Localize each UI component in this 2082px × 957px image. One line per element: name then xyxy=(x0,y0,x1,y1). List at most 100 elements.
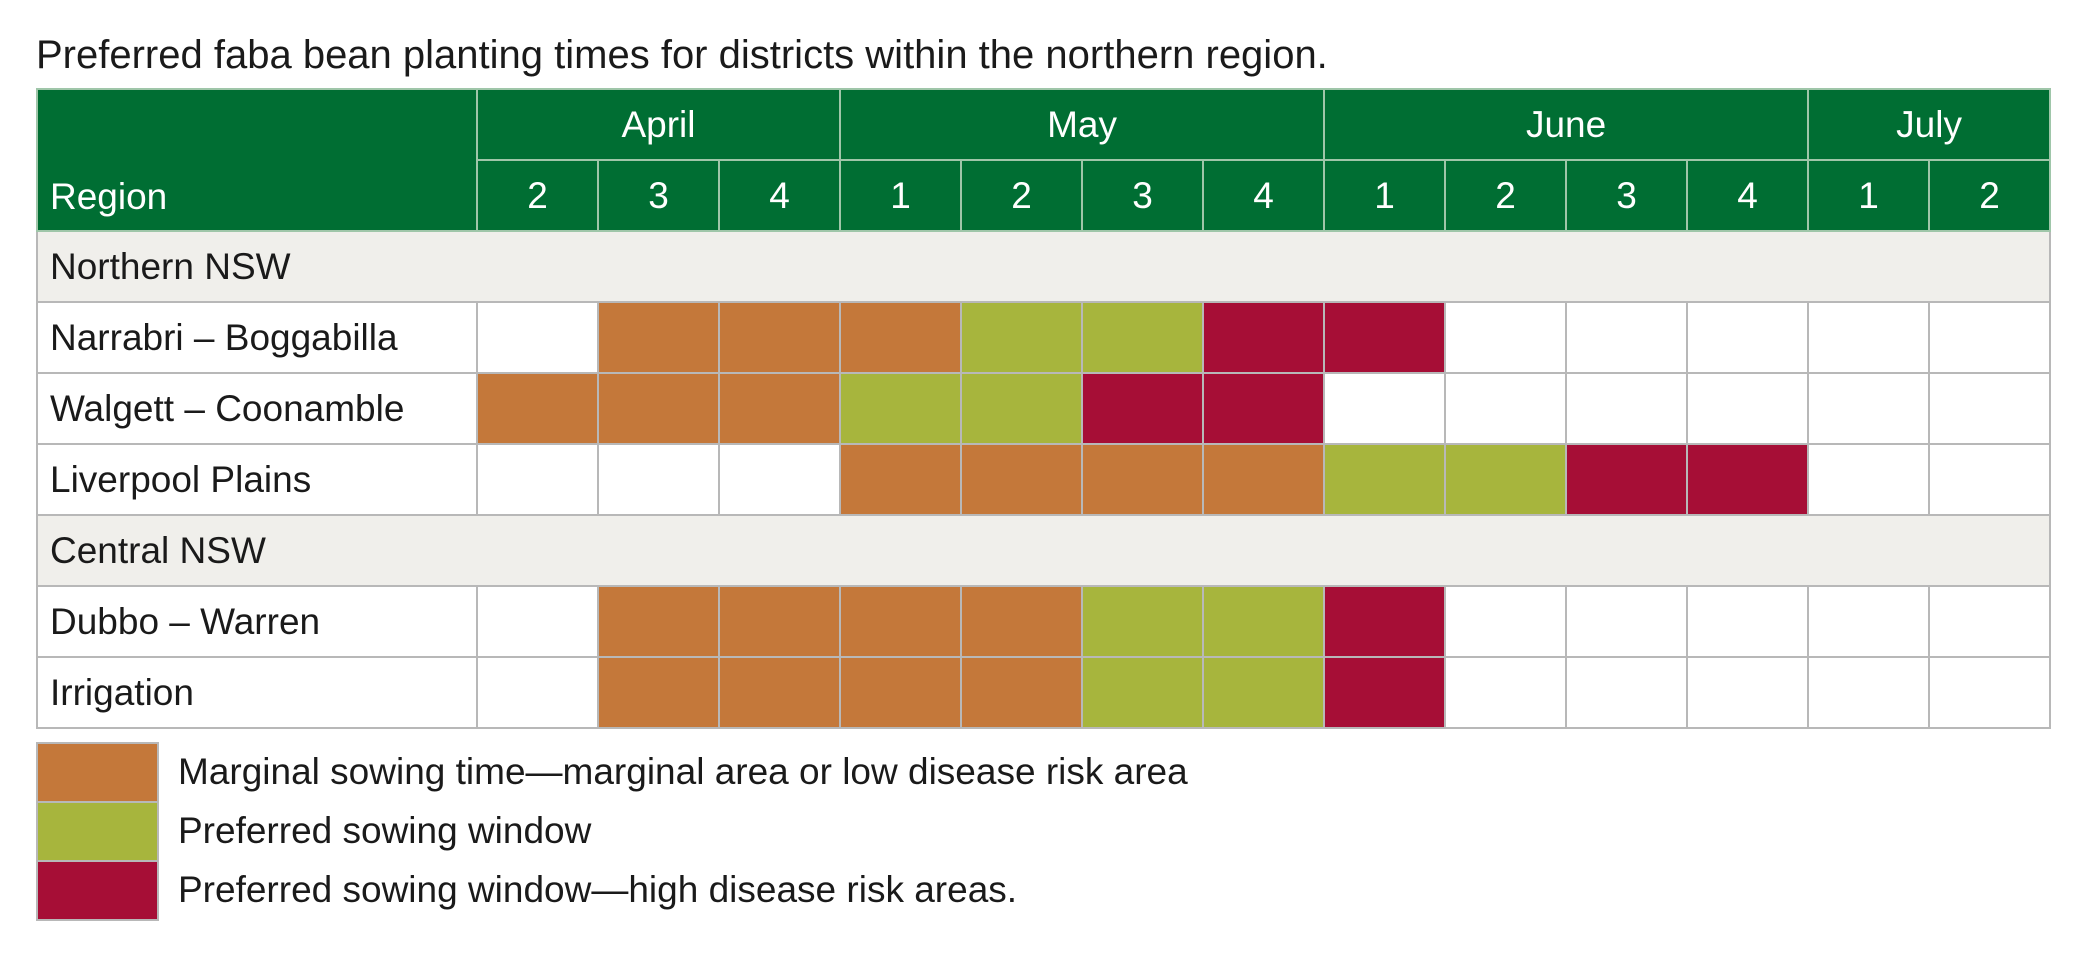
month-header-may: May xyxy=(838,88,1326,161)
table-row: Irrigation xyxy=(36,656,2052,729)
legend-label: Marginal sowing time—marginal area or lo… xyxy=(178,751,1188,792)
region-label: Dubbo – Warren xyxy=(36,585,478,658)
sowing-cell-empty xyxy=(1565,656,1689,729)
sowing-cell-marginal xyxy=(960,656,1083,729)
sowing-cell-empty xyxy=(1444,372,1568,445)
sowing-cell-high-risk xyxy=(1201,372,1326,445)
week-header-april-2: 2 xyxy=(476,159,599,232)
sowing-cell-empty xyxy=(1686,585,1810,658)
month-header-april: April xyxy=(476,88,841,161)
sowing-cell-empty xyxy=(1444,656,1568,729)
sowing-cell-preferred xyxy=(1081,585,1204,658)
sowing-cell-empty xyxy=(1807,585,1931,658)
sowing-cell-preferred xyxy=(1444,443,1568,516)
sowing-cell-marginal xyxy=(718,301,841,374)
week-header-july-1: 1 xyxy=(1807,159,1931,232)
week-header-may-4: 4 xyxy=(1201,159,1326,232)
sowing-cell-marginal xyxy=(597,656,720,729)
chart-title: Preferred faba bean planting times for d… xyxy=(36,33,1328,77)
sowing-cell-marginal xyxy=(839,301,962,374)
sowing-cell-high-risk xyxy=(1323,301,1447,374)
sowing-cell-marginal xyxy=(597,301,720,374)
sowing-cell-marginal xyxy=(718,372,841,445)
group-row: Northern NSW xyxy=(35,230,2052,303)
sowing-cell-marginal xyxy=(960,585,1083,658)
table-row: Walgett – Coonamble xyxy=(36,372,2052,445)
week-header-april-3: 3 xyxy=(597,159,720,232)
table-row: Narrabri – Boggabilla xyxy=(36,301,2052,374)
sowing-cell-high-risk xyxy=(1081,372,1204,445)
sowing-cell-marginal xyxy=(839,656,962,729)
week-header-june-2: 2 xyxy=(1444,159,1568,232)
sowing-cell-empty xyxy=(1444,301,1568,374)
sowing-cell-high-risk xyxy=(1201,301,1326,374)
sowing-cell-preferred xyxy=(1081,656,1204,729)
legend-swatch xyxy=(36,860,159,921)
region-column-header: Region xyxy=(36,88,478,232)
week-header-june-1: 1 xyxy=(1323,159,1447,232)
sowing-cell-preferred xyxy=(839,372,962,445)
month-header-july: July xyxy=(1807,88,2052,161)
week-header-may-3: 3 xyxy=(1081,159,1204,232)
week-header-may-2: 2 xyxy=(960,159,1083,232)
group-label: Northern NSW xyxy=(35,230,2052,303)
sowing-cell-empty xyxy=(1807,301,1931,374)
sowing-cell-empty xyxy=(1928,372,2052,445)
sowing-cell-empty xyxy=(597,443,720,516)
sowing-cell-empty xyxy=(1928,443,2052,516)
sowing-cell-empty xyxy=(1807,656,1931,729)
sowing-cell-empty xyxy=(1807,443,1931,516)
legend-label: Preferred sowing window—high disease ris… xyxy=(178,869,1018,910)
sowing-cell-empty xyxy=(1565,585,1689,658)
sowing-cell-marginal xyxy=(597,372,720,445)
sowing-cell-marginal xyxy=(1081,443,1204,516)
sowing-cell-high-risk xyxy=(1323,585,1447,658)
sowing-cell-empty xyxy=(476,585,599,658)
month-header-row: Region April May June July xyxy=(36,88,2052,232)
region-label: Walgett – Coonamble xyxy=(36,372,478,445)
legend-swatch xyxy=(36,742,159,803)
sowing-cell-marginal xyxy=(839,443,962,516)
legend-label: Preferred sowing window xyxy=(178,810,592,851)
table-row: Dubbo – Warren xyxy=(36,585,2052,658)
sowing-cell-empty xyxy=(718,443,841,516)
week-header-july-2: 2 xyxy=(1928,159,2052,232)
sowing-cell-high-risk xyxy=(1686,443,1810,516)
sowing-cell-empty xyxy=(1444,585,1568,658)
region-label: Irrigation xyxy=(36,656,478,729)
sowing-cell-preferred xyxy=(1201,656,1326,729)
legend-swatch xyxy=(36,801,159,862)
sowing-cell-empty xyxy=(1565,301,1689,374)
week-header-june-3: 3 xyxy=(1565,159,1689,232)
sowing-cell-empty xyxy=(476,443,599,516)
sowing-cell-empty xyxy=(476,656,599,729)
sowing-cell-marginal xyxy=(718,585,841,658)
week-header-may-1: 1 xyxy=(839,159,962,232)
sowing-cell-preferred xyxy=(1323,443,1447,516)
sowing-cell-marginal xyxy=(476,372,599,445)
sowing-cell-empty xyxy=(1807,372,1931,445)
sowing-cell-high-risk xyxy=(1565,443,1689,516)
sowing-cell-preferred xyxy=(1081,301,1204,374)
sowing-cell-empty xyxy=(1686,301,1810,374)
sowing-cell-empty xyxy=(476,301,599,374)
sowing-cell-empty xyxy=(1928,656,2052,729)
sowing-cell-high-risk xyxy=(1323,656,1447,729)
sowing-cell-preferred xyxy=(960,301,1083,374)
sowing-cell-empty xyxy=(1928,585,2052,658)
month-header-june: June xyxy=(1323,88,1810,161)
sowing-cell-empty xyxy=(1928,301,2052,374)
sowing-cell-marginal xyxy=(597,585,720,658)
sowing-table: Region April May June July 2 3 4 1 2 3 4 1 2 3 4 1 2 Nort… xyxy=(35,88,2052,729)
sowing-cell-empty xyxy=(1686,372,1810,445)
week-header-june-4: 4 xyxy=(1686,159,1810,232)
table-row: Liverpool Plains xyxy=(36,443,2052,516)
sowing-cell-marginal xyxy=(1201,443,1326,516)
sowing-cell-preferred xyxy=(1201,585,1326,658)
sowing-cell-empty xyxy=(1686,656,1810,729)
sowing-cell-marginal xyxy=(960,443,1083,516)
week-header-april-4: 4 xyxy=(718,159,841,232)
sowing-cell-empty xyxy=(1565,372,1689,445)
sowing-cell-marginal xyxy=(718,656,841,729)
